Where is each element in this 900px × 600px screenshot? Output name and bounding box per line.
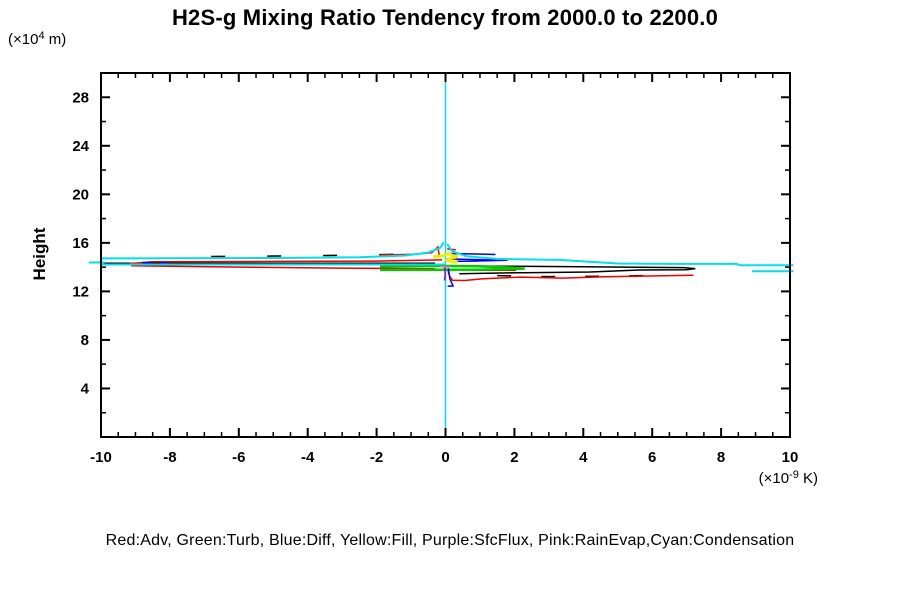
series-fill-center-zigzag — [433, 251, 458, 264]
series-diff-dash-farleft — [142, 261, 169, 264]
y-tick-label: 20 — [72, 186, 89, 203]
x-tick-label: -8 — [163, 449, 176, 466]
x-tick-label: 2 — [510, 449, 518, 466]
x-tick-label: -6 — [232, 449, 245, 466]
y-tick-label: 8 — [81, 332, 89, 349]
y-tick-label: 24 — [72, 138, 89, 155]
y-tick-label: 4 — [81, 380, 90, 397]
series-adv-upper-left — [379, 245, 441, 256]
series-diff-spike-upper — [447, 252, 496, 256]
series-cond-right — [446, 243, 794, 267]
series-sfcflux-center — [443, 265, 446, 281]
x-unit-sup: -9 — [789, 469, 799, 482]
series-adv-down-right — [446, 269, 694, 282]
y-unit-pre: (×10 — [8, 31, 39, 48]
series-net-dashed-left — [211, 250, 429, 258]
x-tick-label: -2 — [370, 449, 383, 466]
y-tick-label: 28 — [72, 89, 89, 106]
series-cond-left-curve — [100, 241, 445, 260]
x-tick-label: 10 — [782, 449, 799, 466]
x-unit-post: K) — [798, 470, 818, 487]
x-tick-label: 8 — [717, 449, 725, 466]
y-tick-label: 16 — [72, 235, 89, 252]
x-tick-label: 4 — [579, 449, 588, 466]
chart-title: H2S-g Mixing Ratio Tendency from 2000.0 … — [171, 5, 719, 30]
series-turb-loop — [379, 264, 525, 272]
x-tick-label: 0 — [441, 449, 449, 466]
y-unit-post: m) — [44, 31, 67, 48]
y-unit-sup: 4 — [38, 30, 45, 43]
x-tick-label: -10 — [90, 449, 112, 466]
y-tick-label: 12 — [72, 283, 89, 300]
x-unit-pre: (×10 — [758, 470, 790, 487]
series-diff-spike-right — [447, 258, 508, 263]
x-tick-label: 6 — [648, 449, 656, 466]
x-tick-label: -4 — [301, 449, 315, 466]
x-axis-unit: (×10-9 K) — [618, 469, 818, 487]
legend-text: Red:Adv, Green:Turb, Blue:Diff, Yellow:F… — [105, 532, 795, 549]
series-diff-down-spike — [447, 268, 455, 288]
series-net-right-loop — [447, 265, 696, 275]
y-axis-unit: (×104 m) — [8, 30, 67, 48]
